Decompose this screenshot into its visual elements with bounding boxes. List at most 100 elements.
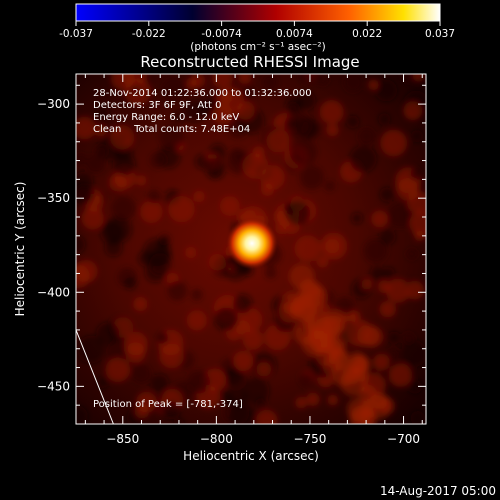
texture-blob — [266, 129, 290, 153]
texture-blob — [219, 196, 240, 216]
texture-blob — [242, 152, 269, 179]
texture-blob — [76, 235, 86, 254]
texture-blob — [124, 277, 137, 290]
texture-blob — [224, 367, 243, 386]
texture-blob — [324, 180, 335, 192]
texture-blob — [94, 124, 107, 137]
texture-blob — [76, 116, 96, 140]
texture-blob — [112, 153, 136, 176]
texture-blob — [299, 74, 319, 85]
texture-blob — [346, 115, 360, 129]
footer-timestamp: 14-Aug-2017 05:00 — [380, 484, 496, 498]
texture-blob — [256, 409, 278, 424]
texture-blob — [96, 322, 120, 346]
colorbar-tick-label: 0.0074 — [276, 28, 313, 40]
texture-blob — [387, 202, 413, 228]
y-tick-label: −350 — [37, 191, 70, 205]
texture-blob — [161, 78, 186, 103]
annotation-energy: Energy Range: 6.0 - 12.0 keV — [93, 112, 239, 123]
texture-blob — [285, 200, 311, 226]
texture-blob — [242, 329, 264, 350]
colorbar-tick-label: -0.022 — [132, 28, 166, 40]
texture-blob — [256, 362, 272, 377]
x-tick-label: −800 — [200, 432, 233, 446]
texture-blob — [349, 145, 377, 173]
texture-blob — [76, 264, 90, 289]
x-tick-label: −750 — [293, 432, 326, 446]
texture-blob — [414, 230, 425, 241]
texture-blob — [387, 331, 401, 344]
annotation-block: 28-Nov-2014 01:22:36.000 to 01:32:36.000… — [93, 88, 312, 135]
texture-blob — [319, 100, 344, 124]
texture-blob — [133, 297, 148, 312]
colorbar-ticks: -0.037 -0.022 -0.0074 0.0074 0.022 0.037 — [59, 21, 455, 40]
texture-blob — [193, 190, 205, 203]
y-axis: −450 −400 −350 −300 — [37, 84, 426, 406]
chart-title: Reconstructed RHESSI Image — [140, 53, 359, 71]
texture-blob — [190, 288, 203, 301]
peak-position-label: Position of Peak = [-781,-374] — [93, 399, 243, 410]
texture-blob — [220, 91, 233, 104]
texture-blob — [167, 280, 188, 301]
texture-blob — [287, 118, 299, 130]
texture-blob — [186, 310, 207, 331]
texture-blob — [379, 228, 396, 246]
colorbar-gradient — [75, 3, 441, 22]
texture-blob — [162, 401, 181, 420]
texture-blob — [168, 196, 195, 223]
texture-blob — [186, 370, 211, 394]
texture-blob — [209, 253, 226, 271]
texture-blob — [299, 372, 314, 387]
texture-blob — [135, 175, 147, 186]
annotation-clean: Clean Total counts: 7.48E+04 — [93, 124, 250, 135]
plot-frame — [75, 73, 427, 425]
x-axis: −850 −800 −750 −700 — [84, 74, 423, 446]
texture-blob — [378, 113, 391, 126]
texture-blob — [76, 186, 90, 200]
plot-area — [76, 74, 426, 424]
texture-blob — [100, 220, 124, 245]
texture-blob — [262, 74, 279, 91]
image-texture — [76, 74, 426, 424]
y-tick-label: −400 — [37, 285, 70, 299]
texture-blob — [406, 248, 418, 260]
x-tick-label: −700 — [387, 432, 420, 446]
texture-blob — [410, 167, 423, 180]
texture-blob — [204, 158, 226, 180]
texture-blob — [385, 278, 411, 303]
texture-blob — [316, 74, 329, 86]
texture-blob — [131, 363, 152, 384]
texture-blob — [136, 391, 157, 413]
annotation-detectors: Detectors: 3F 6F 9F, Att 0 — [93, 100, 221, 111]
texture-blob — [412, 74, 425, 82]
y-tick-label: −450 — [37, 379, 70, 393]
colorbar-unit-label: (photons cm⁻² s⁻¹ asec⁻²) — [190, 41, 325, 53]
texture-blob — [105, 357, 131, 383]
colorbar-tick-label: 0.037 — [425, 28, 455, 40]
texture-blob — [150, 374, 169, 393]
texture-blob — [407, 379, 422, 394]
texture-blob — [111, 196, 136, 221]
texture-blob — [306, 392, 320, 406]
texture-blob — [400, 74, 417, 83]
texture-blob — [345, 319, 373, 347]
texture-blob — [158, 124, 184, 150]
texture-blob — [183, 99, 207, 122]
texture-blob — [290, 298, 308, 316]
texture-blob — [287, 103, 299, 115]
texture-blob — [81, 207, 104, 230]
texture-blob — [96, 105, 110, 119]
texture-blob — [159, 343, 184, 369]
texture-blob — [370, 265, 386, 281]
texture-blob — [76, 153, 87, 166]
texture-blob — [320, 232, 348, 260]
texture-blob — [94, 145, 108, 159]
x-axis-label: Heliocentric X (arcsec) — [183, 449, 319, 463]
texture-blob — [316, 255, 329, 268]
texture-blob — [295, 396, 308, 409]
texture-blob — [172, 111, 185, 124]
texture-blob — [156, 332, 169, 345]
texture-blob — [140, 200, 163, 223]
texture-blob — [212, 74, 233, 89]
